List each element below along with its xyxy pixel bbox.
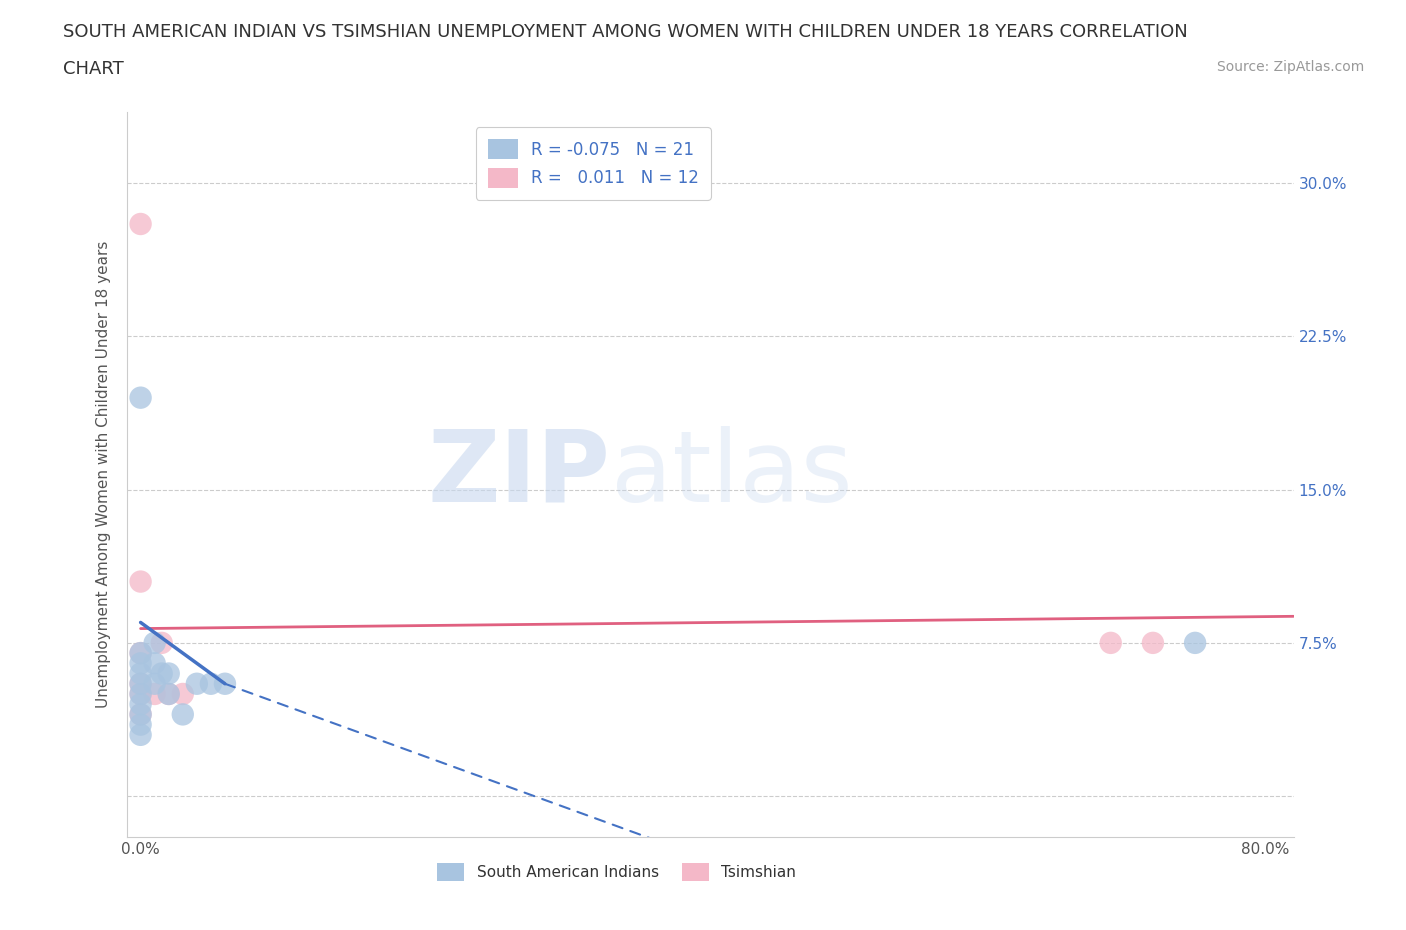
Point — [129, 645, 152, 660]
Point — [129, 666, 152, 681]
Point — [129, 707, 152, 722]
Point — [129, 656, 152, 671]
Y-axis label: Unemployment Among Women with Children Under 18 years: Unemployment Among Women with Children U… — [96, 241, 111, 708]
Point — [143, 686, 166, 701]
Point — [143, 676, 166, 691]
Point — [129, 645, 152, 660]
Point — [157, 686, 180, 701]
Text: Source: ZipAtlas.com: Source: ZipAtlas.com — [1216, 60, 1364, 74]
Legend: South American Indians, Tsimshian: South American Indians, Tsimshian — [430, 857, 803, 887]
Point — [129, 217, 152, 232]
Point — [150, 635, 173, 650]
Point — [129, 707, 152, 722]
Point — [157, 666, 180, 681]
Point — [172, 707, 194, 722]
Text: CHART: CHART — [63, 60, 124, 78]
Point — [129, 676, 152, 691]
Text: ZIP: ZIP — [427, 426, 610, 523]
Point — [129, 391, 152, 405]
Point — [129, 676, 152, 691]
Point — [186, 676, 208, 691]
Point — [129, 574, 152, 589]
Point — [129, 686, 152, 701]
Text: SOUTH AMERICAN INDIAN VS TSIMSHIAN UNEMPLOYMENT AMONG WOMEN WITH CHILDREN UNDER : SOUTH AMERICAN INDIAN VS TSIMSHIAN UNEMP… — [63, 23, 1188, 41]
Point — [214, 676, 236, 691]
Point — [1099, 635, 1122, 650]
Point — [129, 697, 152, 711]
Point — [129, 717, 152, 732]
Point — [129, 686, 152, 701]
Point — [150, 666, 173, 681]
Text: atlas: atlas — [610, 426, 852, 523]
Point — [172, 686, 194, 701]
Point — [1184, 635, 1206, 650]
Point — [1142, 635, 1164, 650]
Point — [200, 676, 222, 691]
Point — [157, 686, 180, 701]
Point — [143, 656, 166, 671]
Point — [143, 635, 166, 650]
Point — [129, 727, 152, 742]
